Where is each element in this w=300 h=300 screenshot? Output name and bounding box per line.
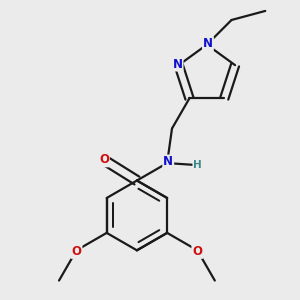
Text: N: N xyxy=(203,37,213,50)
Text: O: O xyxy=(71,245,82,258)
Text: N: N xyxy=(163,155,173,169)
Text: O: O xyxy=(99,153,109,167)
Text: O: O xyxy=(192,245,203,258)
Text: H: H xyxy=(193,160,202,170)
Text: N: N xyxy=(172,58,183,70)
